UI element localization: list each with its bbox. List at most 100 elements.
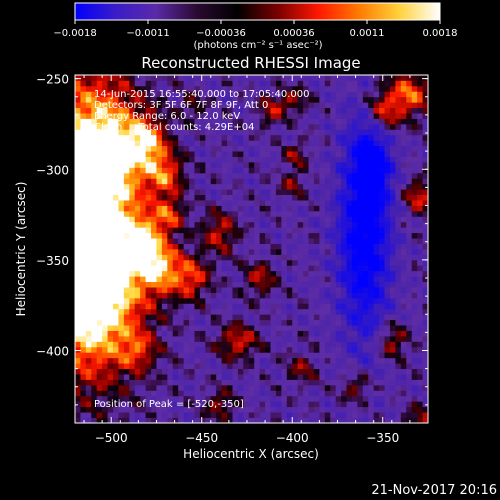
heatmap-cell (107, 238, 114, 244)
heatmap-cell (205, 412, 212, 418)
heatmap-cell (335, 308, 342, 315)
heatmap-cell (243, 243, 250, 250)
heatmap-cell (368, 91, 375, 98)
heatmap-cell (232, 183, 239, 190)
heatmap-cell (357, 336, 364, 342)
heatmap-cell (384, 167, 391, 174)
heatmap-cell (205, 172, 212, 179)
heatmap-cell (422, 270, 428, 277)
heatmap-cell (324, 232, 331, 239)
heatmap-cell (151, 352, 157, 359)
heatmap-cell (85, 107, 92, 114)
heatmap-cell (259, 118, 266, 125)
heatmap-cell (161, 134, 168, 141)
heatmap-cell (118, 379, 125, 386)
heatmap-cell (243, 221, 250, 228)
heatmap-cell (286, 210, 293, 217)
heatmap-cell (145, 276, 152, 283)
heatmap-cell (216, 254, 223, 261)
heatmap-cell (395, 417, 402, 423)
heatmap-cell (259, 308, 266, 315)
heatmap-cell (151, 357, 157, 364)
heatmap-cell (341, 75, 347, 81)
heatmap-cell (341, 91, 347, 98)
heatmap-cell (178, 281, 185, 288)
heatmap-cell (91, 140, 98, 147)
heatmap-cell (194, 210, 201, 217)
heatmap-cell (270, 406, 277, 413)
heatmap-cell (422, 254, 428, 261)
heatmap-cell (85, 210, 92, 217)
heatmap-cell (286, 363, 293, 370)
heatmap-cell (96, 194, 103, 201)
heatmap-cell (102, 232, 108, 239)
heatmap-cell (319, 134, 326, 141)
heatmap-cell (351, 151, 358, 157)
heatmap-cell (91, 129, 98, 136)
heatmap-cell (113, 183, 119, 190)
heatmap-cell (102, 140, 108, 147)
heatmap-cell (319, 265, 326, 272)
heatmap-cell (384, 384, 391, 391)
heatmap-cell (265, 281, 271, 288)
heatmap-cell (373, 194, 380, 201)
heatmap-cell (357, 417, 364, 423)
heatmap-cell (248, 346, 255, 353)
heatmap-cell (199, 243, 206, 250)
heatmap-cell (91, 314, 98, 321)
heatmap-cell (199, 341, 206, 348)
heatmap-cell (324, 412, 331, 418)
heatmap-cell (80, 118, 87, 125)
heatmap-cell (161, 85, 168, 92)
heatmap-cell (210, 167, 217, 174)
heatmap-cell (368, 216, 375, 223)
heatmap-cell (324, 292, 331, 299)
heatmap-cell (303, 417, 309, 423)
heatmap-cell (123, 167, 130, 174)
heatmap-cell (303, 75, 309, 81)
heatmap-cell (330, 134, 337, 141)
heatmap-cell (417, 178, 423, 185)
heatmap-cell (227, 265, 233, 272)
heatmap-cell (270, 210, 277, 217)
heatmap-cell (281, 113, 288, 119)
heatmap-cell (286, 374, 293, 380)
heatmap-cell (384, 156, 391, 163)
heatmap-cell (265, 319, 271, 326)
heatmap-cell (395, 357, 402, 364)
heatmap-cell (330, 183, 337, 190)
heatmap-cell (330, 75, 337, 81)
heatmap-cell (243, 401, 250, 408)
heatmap-cell (270, 379, 277, 386)
heatmap-cell (395, 243, 402, 250)
heatmap-cell (183, 417, 190, 423)
heatmap-cell (406, 221, 413, 228)
heatmap-cell (161, 336, 168, 342)
heatmap-cell (134, 118, 141, 125)
heatmap-cell (254, 227, 261, 234)
heatmap-cell (167, 134, 174, 141)
heatmap-cell (422, 341, 428, 348)
heatmap-cell (259, 113, 266, 119)
heatmap-cell (189, 96, 195, 103)
heatmap-cell (129, 243, 136, 250)
heatmap-cell (232, 287, 239, 293)
heatmap-cell (85, 243, 92, 250)
heatmap-cell (118, 249, 125, 255)
heatmap-cell (194, 297, 201, 304)
heatmap-cell (351, 102, 358, 109)
heatmap-cell (357, 80, 364, 87)
heatmap-cell (265, 189, 271, 196)
heatmap-cell (75, 210, 81, 217)
heatmap-cell (232, 107, 239, 114)
heatmap-cell (145, 265, 152, 272)
heatmap-cell (389, 401, 396, 408)
heatmap-cell (330, 368, 337, 375)
heatmap-cell (259, 287, 266, 293)
heatmap-cell (270, 75, 277, 81)
heatmap-cell (395, 287, 402, 293)
heatmap-cell (248, 102, 255, 109)
heatmap-cell (422, 167, 428, 174)
heatmap-cell (151, 238, 157, 244)
heatmap-cell (341, 412, 347, 418)
